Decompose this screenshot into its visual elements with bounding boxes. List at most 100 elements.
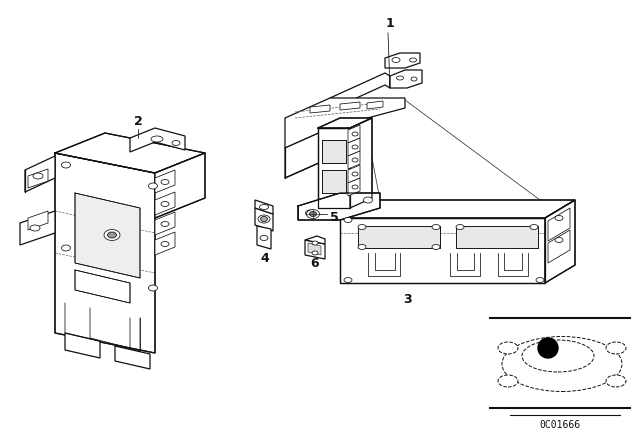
Text: 4: 4 — [260, 252, 269, 265]
Polygon shape — [322, 170, 346, 193]
Polygon shape — [285, 98, 405, 148]
Polygon shape — [28, 169, 48, 188]
Polygon shape — [350, 118, 372, 208]
Ellipse shape — [258, 215, 270, 223]
Ellipse shape — [151, 136, 163, 142]
Text: 2: 2 — [134, 115, 142, 128]
Polygon shape — [115, 346, 150, 369]
Ellipse shape — [352, 172, 358, 176]
Polygon shape — [257, 226, 271, 249]
Polygon shape — [390, 70, 422, 88]
Ellipse shape — [305, 210, 314, 216]
Circle shape — [538, 338, 558, 358]
Polygon shape — [348, 151, 360, 169]
Polygon shape — [310, 105, 330, 113]
Polygon shape — [367, 101, 383, 109]
Ellipse shape — [260, 236, 268, 241]
Polygon shape — [75, 193, 140, 278]
Polygon shape — [308, 243, 321, 255]
Ellipse shape — [30, 225, 40, 231]
Polygon shape — [55, 153, 155, 353]
Polygon shape — [155, 170, 175, 193]
Ellipse shape — [352, 185, 358, 189]
Ellipse shape — [148, 183, 157, 189]
Ellipse shape — [344, 277, 352, 283]
Ellipse shape — [161, 241, 169, 246]
Ellipse shape — [397, 76, 403, 80]
Polygon shape — [348, 165, 360, 183]
Ellipse shape — [172, 141, 180, 146]
Ellipse shape — [312, 241, 318, 245]
Polygon shape — [340, 102, 360, 110]
Polygon shape — [340, 218, 545, 283]
Ellipse shape — [522, 340, 594, 372]
Text: 1: 1 — [386, 17, 394, 30]
Polygon shape — [330, 73, 390, 110]
Polygon shape — [548, 230, 570, 263]
Polygon shape — [285, 128, 330, 178]
Polygon shape — [348, 138, 360, 156]
Polygon shape — [545, 200, 575, 283]
Polygon shape — [155, 232, 175, 255]
Text: 0C01666: 0C01666 — [540, 420, 580, 430]
Polygon shape — [28, 211, 48, 230]
Ellipse shape — [61, 245, 70, 251]
Ellipse shape — [432, 224, 440, 229]
Polygon shape — [255, 208, 273, 231]
Polygon shape — [358, 226, 440, 248]
Ellipse shape — [259, 204, 269, 210]
Polygon shape — [75, 270, 130, 303]
Polygon shape — [348, 125, 360, 143]
Polygon shape — [20, 211, 55, 245]
Ellipse shape — [352, 132, 358, 136]
Ellipse shape — [364, 197, 372, 203]
Polygon shape — [65, 333, 100, 358]
Ellipse shape — [312, 251, 318, 255]
Ellipse shape — [108, 232, 116, 238]
Polygon shape — [348, 178, 360, 196]
Text: 6: 6 — [310, 257, 319, 270]
Polygon shape — [318, 118, 372, 128]
Ellipse shape — [104, 229, 120, 241]
Ellipse shape — [411, 77, 417, 81]
Ellipse shape — [498, 342, 518, 354]
Polygon shape — [385, 53, 420, 68]
Ellipse shape — [161, 202, 169, 207]
Polygon shape — [340, 200, 575, 218]
Ellipse shape — [555, 215, 563, 220]
Polygon shape — [155, 153, 205, 218]
Ellipse shape — [161, 180, 169, 185]
Ellipse shape — [432, 245, 440, 250]
Ellipse shape — [161, 221, 169, 227]
Polygon shape — [305, 236, 325, 244]
Ellipse shape — [498, 375, 518, 387]
Polygon shape — [548, 208, 570, 241]
Ellipse shape — [536, 277, 544, 283]
Polygon shape — [456, 226, 538, 248]
Text: 5: 5 — [330, 211, 339, 224]
Ellipse shape — [260, 216, 268, 221]
Polygon shape — [55, 133, 205, 173]
Ellipse shape — [606, 375, 626, 387]
Ellipse shape — [392, 57, 400, 63]
Ellipse shape — [456, 224, 464, 229]
Polygon shape — [318, 128, 350, 208]
Ellipse shape — [310, 211, 317, 216]
Text: 3: 3 — [404, 293, 412, 306]
Ellipse shape — [307, 210, 319, 219]
Ellipse shape — [148, 285, 157, 291]
Polygon shape — [130, 128, 185, 152]
Ellipse shape — [344, 217, 352, 223]
Ellipse shape — [33, 173, 43, 179]
Ellipse shape — [61, 162, 70, 168]
Polygon shape — [155, 192, 175, 215]
Ellipse shape — [530, 224, 538, 229]
Polygon shape — [298, 193, 380, 220]
Ellipse shape — [352, 145, 358, 149]
Ellipse shape — [555, 237, 563, 242]
Polygon shape — [155, 212, 175, 235]
Ellipse shape — [606, 342, 626, 354]
Polygon shape — [25, 156, 55, 192]
Ellipse shape — [358, 245, 366, 250]
Ellipse shape — [410, 58, 417, 62]
